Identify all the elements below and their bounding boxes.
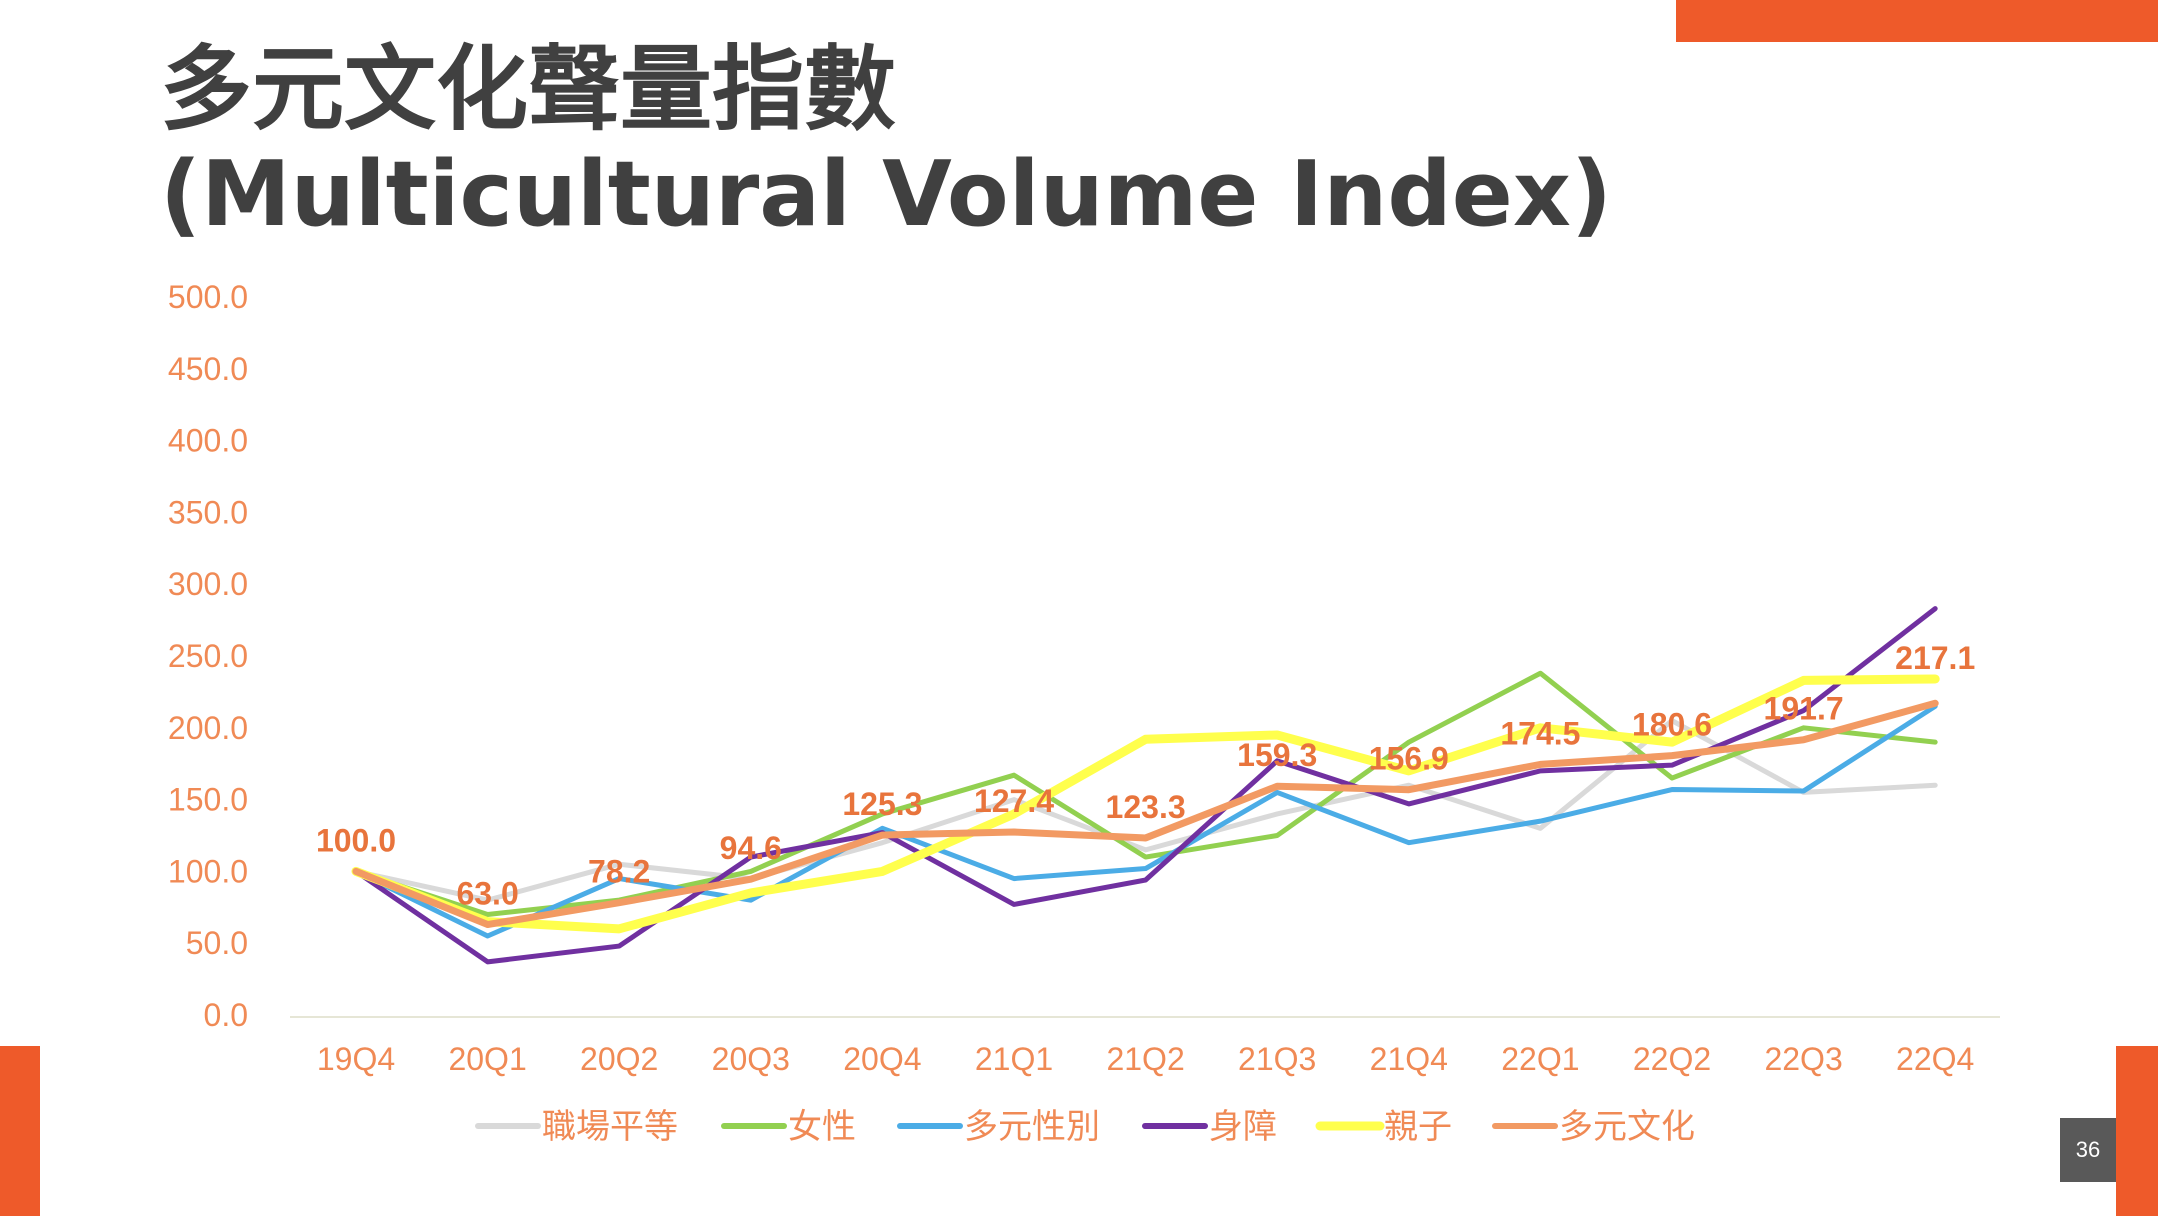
series-line-4 (351, 674, 1940, 934)
y-tick-label: 0.0 (204, 997, 248, 1033)
legend-label: 多元性別 (964, 1107, 1100, 1147)
y-tick-label: 450.0 (168, 351, 248, 387)
y-tick-label: 350.0 (168, 494, 248, 530)
x-tick-label: 22Q3 (1764, 1041, 1842, 1077)
data-label: 63.0 (456, 876, 518, 912)
y-tick-label: 50.0 (186, 925, 248, 961)
y-tick-label: 100.0 (168, 853, 248, 889)
legend-label: 女性 (788, 1107, 856, 1147)
x-tick-label: 20Q1 (448, 1041, 526, 1077)
x-tick-label: 21Q1 (975, 1041, 1053, 1077)
bottom-left-accent-bar (0, 1046, 40, 1216)
data-label: 174.5 (1500, 715, 1580, 751)
y-tick-label: 500.0 (168, 279, 248, 315)
x-tick-label: 20Q3 (712, 1041, 790, 1077)
series-line-0 (353, 718, 1938, 903)
data-label: 127.4 (974, 783, 1054, 819)
slide-title-chinese: 多元文化聲量指數 (160, 36, 897, 143)
data-label: 94.6 (720, 830, 782, 866)
data-label: 180.6 (1632, 707, 1712, 743)
x-tick-label: 21Q2 (1106, 1041, 1184, 1077)
series-lines (351, 606, 1940, 965)
bottom-right-accent-bar (2116, 1046, 2158, 1216)
legend-label: 職場平等 (542, 1107, 678, 1147)
y-axis-tick-labels: 0.0 50.0 100.0 150.0 200.0 250.0 300.0 350.0 400… (168, 279, 248, 1033)
page-number: 36 (2060, 1118, 2116, 1182)
x-tick-label: 19Q4 (317, 1041, 395, 1077)
data-label: 156.9 (1369, 741, 1449, 777)
series-line-2 (353, 703, 1938, 939)
series-line-3 (353, 606, 1938, 965)
top-accent-bar (1676, 0, 2158, 42)
data-label: 78.2 (588, 854, 650, 890)
data-label: 159.3 (1237, 737, 1317, 773)
x-tick-label: 20Q4 (843, 1041, 921, 1077)
y-tick-label: 150.0 (168, 782, 248, 818)
data-labels: 100.0 63.0 78.2 94.6 125.3 127.4 123.3 159.3 156… (316, 640, 1975, 911)
slide-title-english: (Multicultural Volume Index) (160, 142, 1612, 247)
x-tick-label: 21Q3 (1238, 1041, 1316, 1077)
legend-label: 多元文化 (1559, 1107, 1695, 1147)
x-tick-label: 21Q4 (1370, 1041, 1448, 1077)
data-label: 100.0 (316, 822, 396, 858)
x-tick-label: 22Q4 (1896, 1041, 1974, 1077)
x-axis-tick-labels: 19Q4 20Q1 20Q2 20Q3 20Q4 21Q1 21Q2 21Q3 21Q4 22Q1… (317, 1041, 1974, 1077)
chart-legend: 職場平等 女性 多元性別 身障 親子 多元文化 (475, 1107, 1695, 1147)
legend-label: 身障 (1209, 1107, 1277, 1147)
y-tick-label: 400.0 (168, 423, 248, 459)
x-tick-label: 22Q2 (1633, 1041, 1711, 1077)
data-label: 123.3 (1106, 789, 1186, 825)
series-line-5 (352, 699, 1939, 929)
y-tick-label: 250.0 (168, 638, 248, 674)
y-tick-label: 200.0 (168, 710, 248, 746)
x-tick-label: 20Q2 (580, 1041, 658, 1077)
y-tick-label: 300.0 (168, 566, 248, 602)
data-label: 191.7 (1764, 691, 1844, 727)
legend-label: 親子 (1384, 1107, 1452, 1147)
x-tick-label: 22Q1 (1501, 1041, 1579, 1077)
data-label: 217.1 (1895, 640, 1975, 676)
data-label: 125.3 (842, 786, 922, 822)
